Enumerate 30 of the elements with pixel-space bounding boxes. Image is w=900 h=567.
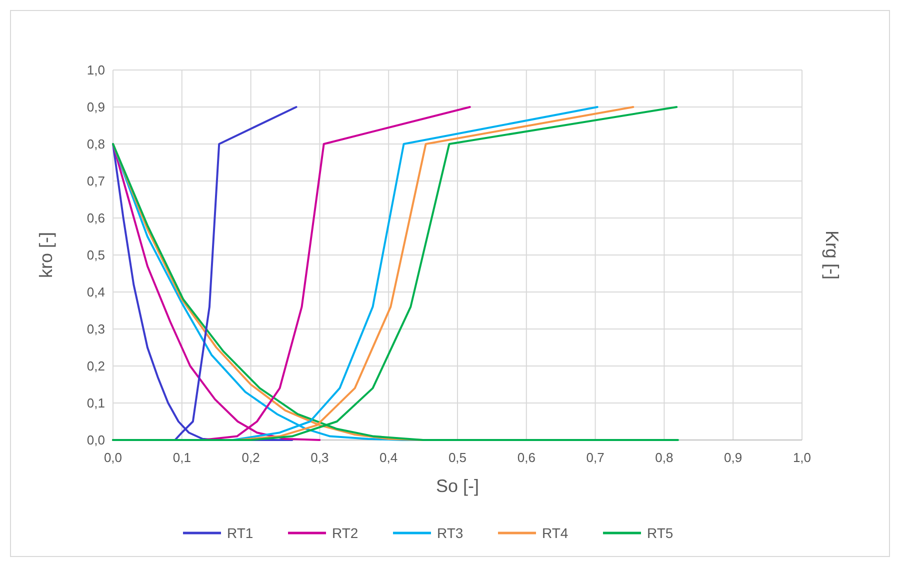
y-tick-label: 0,0 (86, 432, 105, 448)
y-tick-label: 0,4 (86, 284, 105, 300)
x-tick-label: 0,9 (724, 450, 742, 465)
y2-axis-title: Krg [-] (822, 230, 842, 280)
y-tick-label: 0,7 (86, 174, 105, 188)
x-tick-label: 0,5 (448, 450, 467, 465)
x-tick-label: 0,6 (517, 450, 536, 465)
x-tick-label: 1,0 (792, 450, 812, 465)
y-axis-title: kro [-] (36, 232, 56, 278)
y-tick-label: 0,3 (86, 322, 105, 336)
legend-label: RT2 (332, 525, 358, 541)
x-tick-label: 0,1 (172, 450, 191, 465)
x-tick-label: 0,2 (242, 450, 260, 465)
legend-label: RT1 (227, 525, 254, 541)
x-tick-label: 0,3 (310, 450, 329, 465)
x-tick-label: 0,4 (380, 450, 398, 465)
y-tick-label: 0,6 (86, 210, 105, 226)
legend-label: RT5 (647, 525, 674, 541)
x-tick-label: 0,8 (655, 450, 674, 465)
x-tick-label: 0,7 (586, 450, 604, 465)
y-tick-label: 0,8 (86, 136, 105, 152)
legend-label: RT3 (437, 525, 464, 541)
x-axis-title: So [-] (436, 476, 480, 496)
y-tick-label: 0,5 (86, 248, 105, 262)
y-tick-label: 0,1 (86, 396, 105, 410)
legend-label: RT4 (542, 525, 568, 541)
x-tick-label: 0,0 (104, 450, 122, 465)
y-tick-label: 0,2 (86, 358, 105, 374)
y-tick-label: 0,9 (86, 100, 105, 114)
y-tick-label: 1,0 (86, 62, 105, 78)
